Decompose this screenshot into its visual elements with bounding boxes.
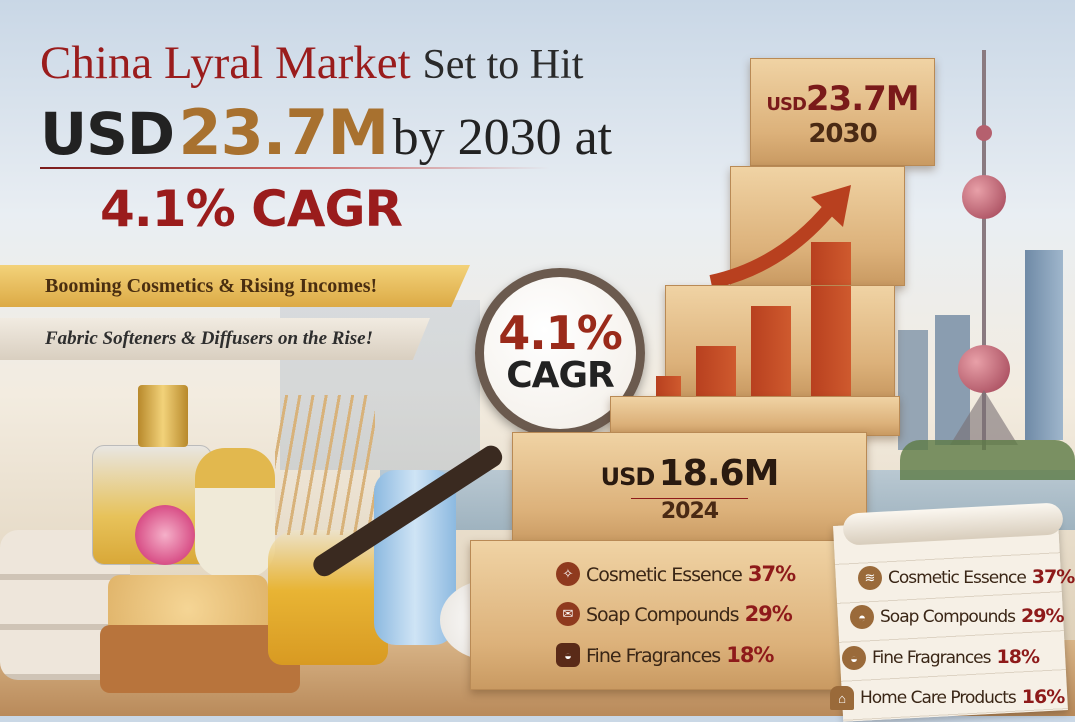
tower-sphere [962, 175, 1006, 219]
perfume-cap [138, 385, 188, 447]
headline-cagr: 4.1% CAGR [100, 180, 403, 238]
segment-share: 16% [1021, 686, 1065, 708]
segment-label: Soap Compounds [880, 607, 1016, 627]
scroll-segment-row: ≋ Cosmetic Essence 37% [858, 566, 1075, 590]
headline-usd: USD [40, 100, 175, 168]
block-top-prefix: USD [766, 94, 807, 115]
headline-line2: USD 23.7M by 2030 at [40, 96, 612, 169]
bag-icon: ◒ [842, 646, 866, 670]
scroll-segment-row: ⌂ Home Care Products 16% [830, 686, 1065, 710]
chart-bar [656, 376, 681, 398]
segment-label: Soap Compounds [586, 604, 740, 626]
segment-share: 18% [726, 643, 774, 667]
chart-bar [696, 346, 736, 398]
growth-arrow-icon [709, 185, 851, 287]
scroll-segment-row: ◓ Soap Compounds 29% [850, 605, 1065, 629]
block-top: USD23.7M 2030 [750, 58, 935, 166]
segment-label: Home Care Products [860, 688, 1017, 708]
headline-line1: China Lyral Market Set to Hit [40, 36, 583, 90]
tower-sphere [958, 345, 1010, 393]
segment-label: Cosmetic Essence [888, 568, 1027, 588]
tower-sphere [976, 125, 992, 141]
block-bars [656, 285, 895, 398]
chart-bar [751, 306, 791, 398]
headline-divider [40, 167, 550, 169]
block-segment-row: ✉ Soap Compounds 29% [556, 602, 793, 626]
block-mid [610, 396, 900, 436]
cream-jar [195, 448, 275, 578]
tower-legs [950, 390, 1018, 445]
banner-gold: Booming Cosmetics & Rising Incomes! [0, 265, 470, 307]
handbag-icon: ◒ [556, 643, 580, 667]
headline-rest: by 2030 at [392, 109, 613, 166]
magnifier-label: CAGR [506, 355, 615, 397]
headline-dark: Set to Hit [422, 42, 584, 88]
magnifier-value: 4.1% [498, 306, 623, 361]
block-base-prefix: USD [600, 463, 656, 491]
banner-light-text: Fabric Softeners & Diffusers on the Rise… [45, 328, 373, 349]
chart-bar [811, 242, 851, 287]
trees [900, 440, 1075, 480]
segment-label: Fine Fragrances [586, 645, 721, 667]
soap-icon: ✉ [556, 602, 580, 626]
block-segments [470, 540, 850, 690]
segment-label: Cosmetic Essence [586, 564, 743, 586]
banner-gold-text: Booming Cosmetics & Rising Incomes! [45, 274, 378, 297]
headline-red: China Lyral Market [40, 37, 411, 89]
segment-share: 29% [744, 602, 793, 626]
soap-bar [100, 625, 300, 693]
segment-share: 18% [996, 646, 1040, 668]
segment-share: 37% [1031, 566, 1075, 588]
block-top-year: 2030 [808, 119, 877, 149]
scroll-segment-row: ◒ Fine Fragrances 18% [842, 646, 1040, 670]
layers-icon: ≋ [858, 566, 882, 590]
block-base-value-text: 18.6M [658, 453, 780, 494]
block-base-value: USD 18.6M 2024 [512, 432, 867, 545]
segment-label: Fine Fragrances [872, 648, 991, 668]
skyscraper [898, 330, 928, 450]
headline-value: 23.7M [178, 96, 389, 169]
flower [135, 505, 195, 565]
segment-share: 37% [747, 562, 796, 586]
chart-bar [811, 286, 851, 398]
block-arrow [709, 166, 905, 287]
block-segment-row: ✧ Cosmetic Essence 37% [556, 562, 796, 586]
tower [982, 50, 986, 450]
perfume-icon: ✧ [556, 562, 580, 586]
home-icon: ⌂ [830, 686, 854, 710]
block-base-year: 2024 [630, 498, 749, 524]
skyscraper [1025, 250, 1063, 440]
banner-light: Fabric Softeners & Diffusers on the Rise… [0, 318, 430, 360]
segment-share: 29% [1021, 605, 1064, 627]
block-segment-row: ◒ Fine Fragrances 18% [556, 643, 774, 667]
block-top-value: 23.7M [805, 79, 920, 119]
diffuser-reeds [275, 395, 375, 535]
bowl-icon: ◓ [850, 605, 874, 629]
